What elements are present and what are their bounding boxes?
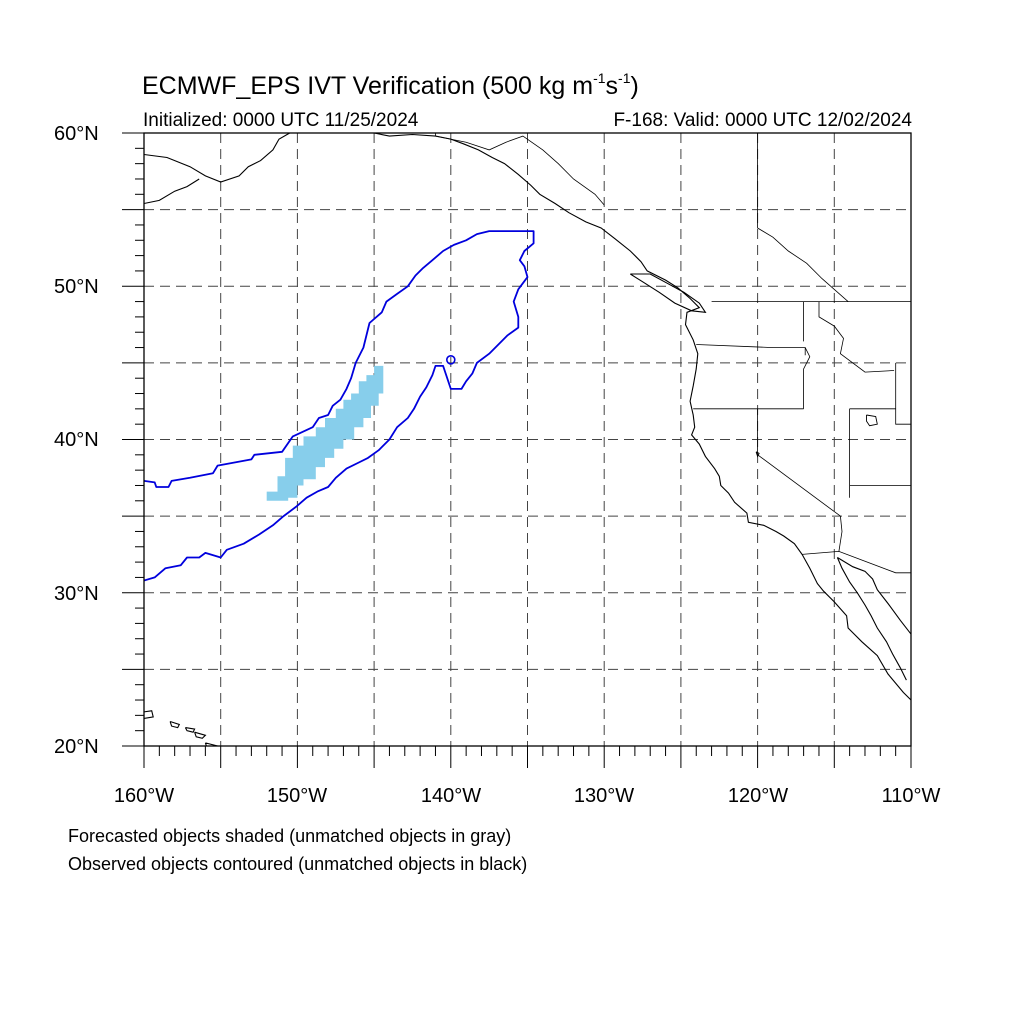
lon-label-160w: 160°W (113, 785, 175, 807)
coastline-alaska-west (144, 133, 290, 183)
forecast-ivt-object (266, 365, 384, 501)
border-wa-or (696, 344, 806, 356)
forecast-note: Forecasted objects shaded (unmatched obj… (68, 826, 512, 846)
lat-label-20: 20°N (54, 736, 99, 758)
title-superscript: -1 (618, 70, 631, 86)
coastline-baja-east (836, 557, 907, 681)
lon-label-120w: 120°W (727, 785, 789, 807)
graticule (144, 133, 911, 746)
lon-label-150w: 150°W (266, 785, 328, 807)
border-idaho-montana (818, 301, 895, 373)
hawaii-island (194, 731, 207, 739)
observed-note: Observed objects contoured (unmatched ob… (68, 854, 528, 874)
coastline-mexico-mainland (837, 557, 911, 635)
border-us-mex (802, 550, 911, 574)
border-wyoming (895, 362, 911, 425)
initialized-label: Initialized: 0000 UTC 11/25/2024 (143, 110, 419, 131)
lat-label-40: 40°N (54, 429, 99, 451)
observed-objects (144, 230, 535, 582)
lake-tahoe (755, 451, 760, 458)
title-text: ) (630, 72, 639, 100)
border-or-idaho (803, 347, 811, 409)
coastline-north-america-west (373, 133, 911, 701)
lat-label-30: 30°N (54, 583, 99, 605)
valid-label: F-168: Valid: 0000 UTC 12/02/2024 (613, 110, 912, 131)
axis-ticks (122, 132, 912, 768)
border-ca-nv (757, 408, 841, 517)
title-superscript: -1 (593, 70, 606, 86)
observed-ivt-contour (144, 230, 535, 582)
lake-great-salt-lake (866, 414, 878, 427)
lon-label-110w: 110°W (881, 785, 941, 807)
hawaii-island (144, 710, 154, 719)
hawaii-island (169, 720, 181, 729)
lat-label-50: 50°N (54, 276, 99, 298)
forecast-objects (266, 365, 384, 501)
observed-small-contour (445, 355, 456, 365)
coastline-vancouver-island (630, 273, 707, 313)
title-text: ECMWF_EPS IVT Verification (500 kg m (142, 72, 594, 100)
coastlines-and-borders (144, 133, 911, 746)
lat-label-60: 60°N (54, 123, 99, 145)
coastline-alaska-pen (144, 178, 200, 205)
map-title: ECMWF_EPS IVT Verification (500 kg m-1s-… (142, 70, 639, 101)
title-text: s (605, 72, 619, 100)
border-ca-az (838, 516, 843, 552)
lon-label-130w: 130°W (573, 785, 635, 807)
border-alaska-canada (435, 133, 605, 206)
hawaii-island (184, 727, 196, 733)
border-bc-alberta (757, 133, 849, 302)
lon-label-140w: 140°W (420, 785, 482, 807)
